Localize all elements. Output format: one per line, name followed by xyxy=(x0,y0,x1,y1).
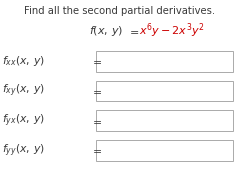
Text: $x^6y - 2x^3y^2$: $x^6y - 2x^3y^2$ xyxy=(139,22,205,40)
Text: $=$: $=$ xyxy=(90,116,102,126)
Text: $f_{yx}(x,\,y)$: $f_{yx}(x,\,y)$ xyxy=(2,112,45,129)
Text: $f(x,\,y)$: $f(x,\,y)$ xyxy=(89,24,123,38)
Bar xyxy=(96,110,233,131)
Bar xyxy=(96,140,233,161)
Text: $f_{yy}(x,\,y)$: $f_{yy}(x,\,y)$ xyxy=(2,142,45,159)
Text: $=$: $=$ xyxy=(90,56,102,66)
Text: $=$: $=$ xyxy=(90,86,102,96)
Bar xyxy=(96,51,233,72)
Text: $f_{xx}(x,\,y)$: $f_{xx}(x,\,y)$ xyxy=(2,54,45,68)
Text: $=$: $=$ xyxy=(90,145,102,155)
Text: $f_{xy}(x,\,y)$: $f_{xy}(x,\,y)$ xyxy=(2,83,45,99)
Text: Find all the second partial derivatives.: Find all the second partial derivatives. xyxy=(24,6,216,16)
Bar xyxy=(96,81,233,101)
Text: $=$: $=$ xyxy=(127,26,139,36)
